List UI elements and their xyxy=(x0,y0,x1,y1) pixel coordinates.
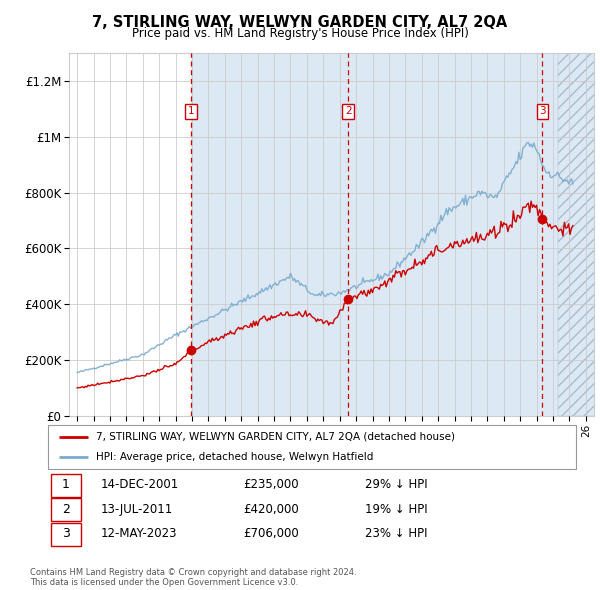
Text: £706,000: £706,000 xyxy=(244,527,299,540)
Text: 13-JUL-2011: 13-JUL-2011 xyxy=(101,503,173,516)
Text: 2: 2 xyxy=(62,503,70,516)
Text: 7, STIRLING WAY, WELWYN GARDEN CITY, AL7 2QA (detached house): 7, STIRLING WAY, WELWYN GARDEN CITY, AL7… xyxy=(95,432,455,442)
Bar xyxy=(191,53,558,416)
Text: 2: 2 xyxy=(345,106,352,116)
Text: 1: 1 xyxy=(188,106,194,116)
Text: £420,000: £420,000 xyxy=(244,503,299,516)
Text: 3: 3 xyxy=(539,106,546,116)
Text: Price paid vs. HM Land Registry's House Price Index (HPI): Price paid vs. HM Land Registry's House … xyxy=(131,27,469,40)
Text: 1: 1 xyxy=(62,478,70,491)
FancyBboxPatch shape xyxy=(48,425,576,469)
Text: Contains HM Land Registry data © Crown copyright and database right 2024.
This d: Contains HM Land Registry data © Crown c… xyxy=(30,568,356,587)
Text: 3: 3 xyxy=(62,527,70,540)
Bar xyxy=(558,53,600,416)
Text: 19% ↓ HPI: 19% ↓ HPI xyxy=(365,503,427,516)
Text: 29% ↓ HPI: 29% ↓ HPI xyxy=(365,478,427,491)
Text: £235,000: £235,000 xyxy=(244,478,299,491)
Text: 12-MAY-2023: 12-MAY-2023 xyxy=(101,527,178,540)
FancyBboxPatch shape xyxy=(50,499,81,522)
Bar xyxy=(558,53,600,416)
Text: 14-DEC-2001: 14-DEC-2001 xyxy=(101,478,179,491)
Text: 7, STIRLING WAY, WELWYN GARDEN CITY, AL7 2QA: 7, STIRLING WAY, WELWYN GARDEN CITY, AL7… xyxy=(92,15,508,30)
Text: HPI: Average price, detached house, Welwyn Hatfield: HPI: Average price, detached house, Welw… xyxy=(95,452,373,462)
FancyBboxPatch shape xyxy=(50,523,81,546)
FancyBboxPatch shape xyxy=(50,474,81,497)
Text: 23% ↓ HPI: 23% ↓ HPI xyxy=(365,527,427,540)
